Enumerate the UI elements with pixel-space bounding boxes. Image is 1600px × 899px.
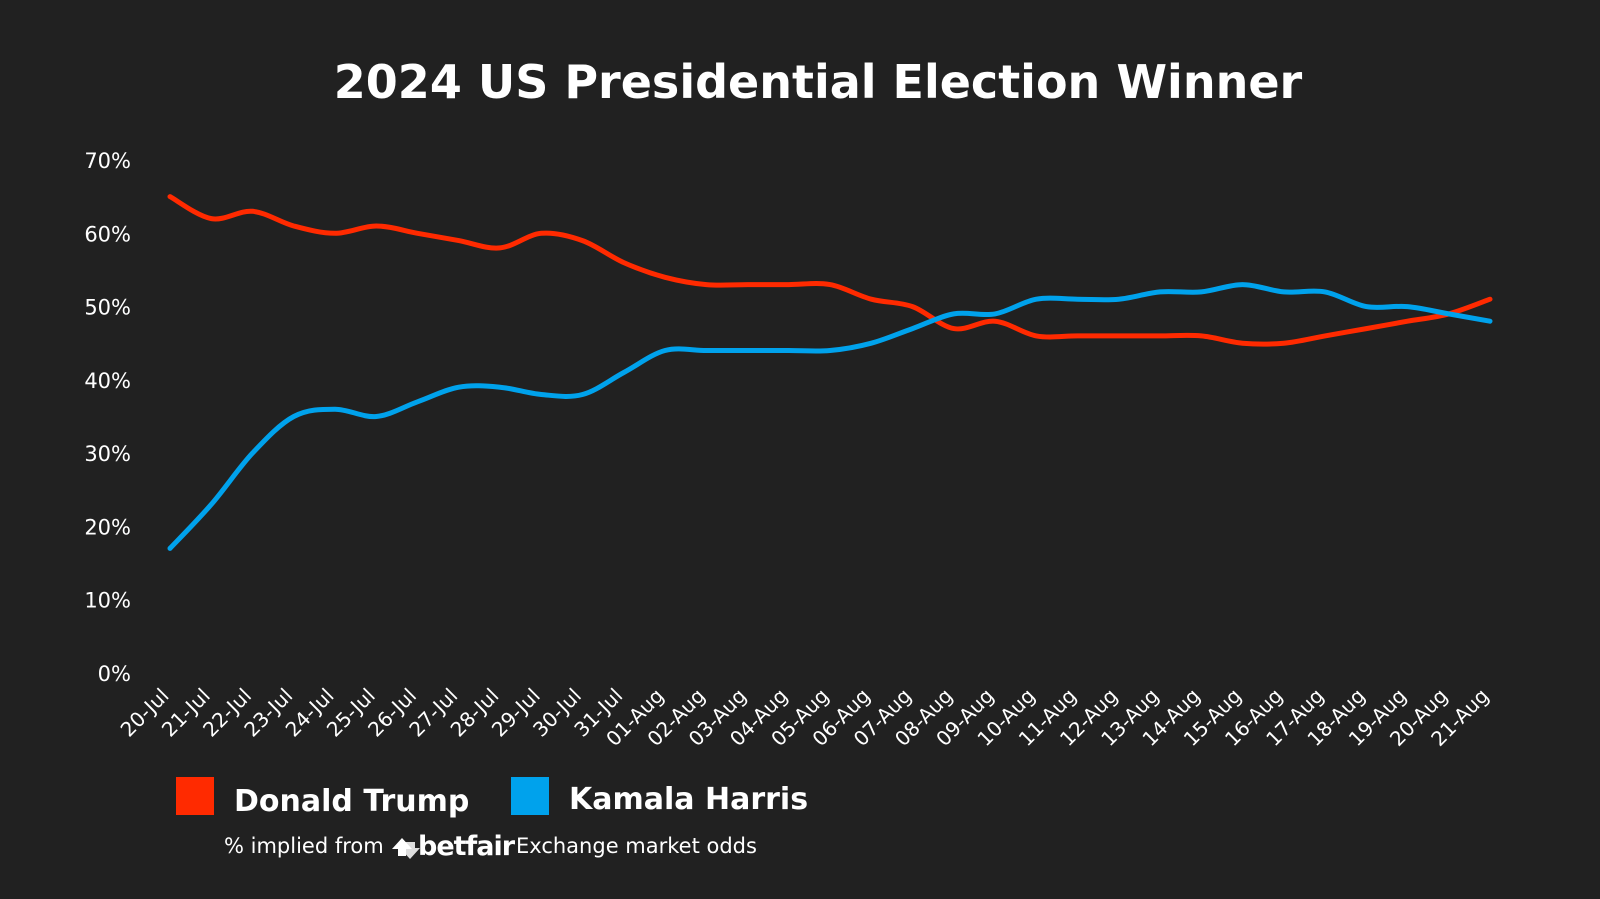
series-line-donald-trump xyxy=(167,194,1493,347)
source-prefix: % implied from xyxy=(224,834,384,858)
y-tick-label: 20% xyxy=(84,515,131,539)
legend-swatch-kamala-harris xyxy=(511,777,549,815)
legend: Donald Trump Kamala Harris xyxy=(176,777,808,819)
y-tick-label: 10% xyxy=(84,589,131,613)
y-tick-label: 70% xyxy=(84,149,131,173)
legend-label-kamala-harris: Kamala Harris xyxy=(569,782,808,817)
series-line-kamala-harris xyxy=(167,282,1493,551)
betfair-wordmark: betfair xyxy=(418,831,516,862)
betfair-arrow-icon xyxy=(392,838,412,856)
betfair-logo: betfair xyxy=(392,831,517,862)
plot-area xyxy=(167,194,1493,551)
betfair-arrow-down-icon xyxy=(400,842,420,859)
source-note: % implied from betfair Exchange market o… xyxy=(224,831,757,862)
y-tick-label: 40% xyxy=(84,369,131,393)
y-tick-label: 0% xyxy=(98,662,131,686)
y-tick-label: 60% xyxy=(84,222,131,246)
chart-title: 2024 US Presidential Election Winner xyxy=(334,55,1303,109)
y-axis: 0% 10% 20% 30% 40% 50% 60% 70% xyxy=(84,149,131,686)
source-suffix: Exchange market odds xyxy=(516,834,757,858)
x-axis: 20-Jul21-Jul22-Jul23-Jul24-Jul25-Jul26-J… xyxy=(116,684,1494,751)
legend-swatch-donald-trump xyxy=(176,777,214,815)
y-tick-label: 30% xyxy=(84,442,131,466)
legend-label-donald-trump: Donald Trump xyxy=(234,784,469,819)
y-tick-label: 50% xyxy=(84,296,131,320)
